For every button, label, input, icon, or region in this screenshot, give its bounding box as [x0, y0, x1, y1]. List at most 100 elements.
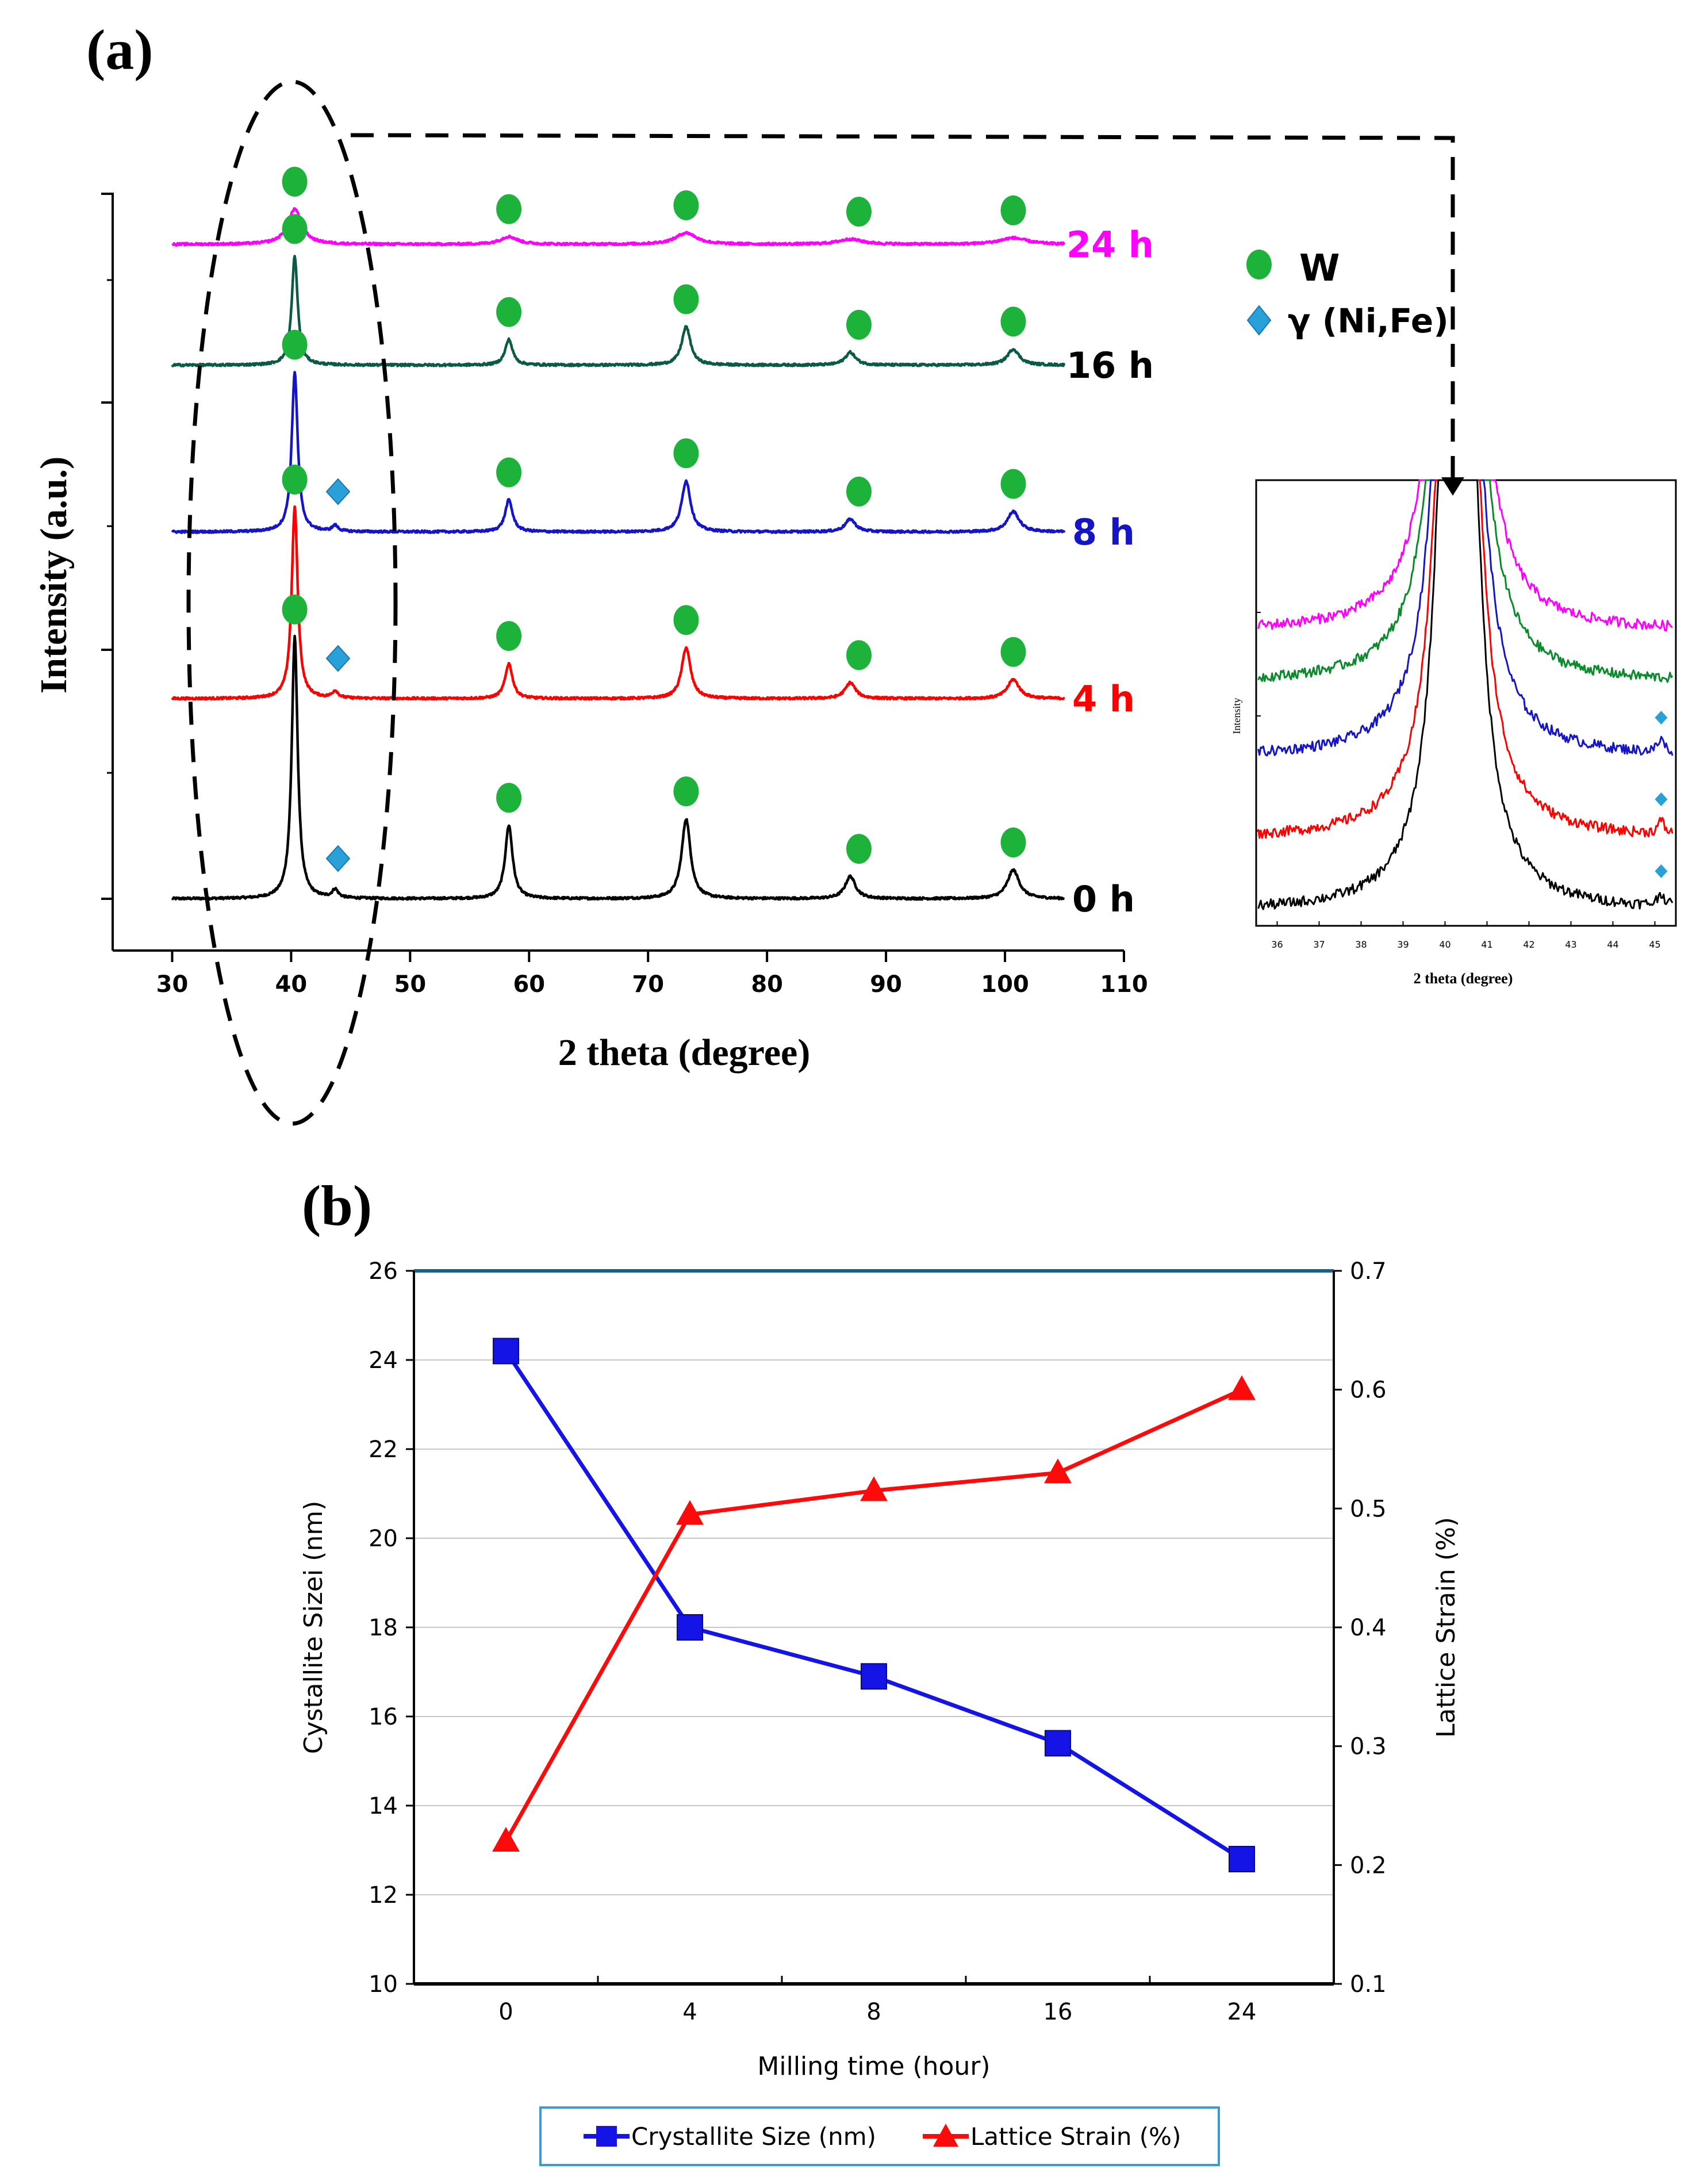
- inset-x-tick-label: 41: [1481, 939, 1492, 950]
- strain-line: [504, 1388, 1243, 1842]
- xrd-curve-4h: [171, 505, 1065, 701]
- b-left-tick-label: 24: [369, 1347, 398, 1374]
- w-peak-marker: [673, 776, 699, 807]
- b-left-tick-label: 20: [369, 1526, 398, 1552]
- inset-x-tick-label: 38: [1355, 939, 1367, 950]
- size-point: [493, 1338, 519, 1365]
- inset-y-axis-title: Intensity: [1231, 698, 1242, 734]
- inset-x-tick-label: 40: [1439, 939, 1450, 950]
- legend-gamma-label: γ (Ni,Fe): [1288, 301, 1449, 340]
- inset-frame: [1255, 479, 1677, 927]
- w-peak-marker: [496, 457, 522, 488]
- xrd-x-tick-label: 50: [394, 971, 427, 998]
- size-strain-chart: 10 12 14 16 18 20 22 24 26 0.1 0.2 0.3 0.4 0.5 0.6 0.7 0…: [299, 1258, 1461, 2166]
- w-peak-marker: [673, 605, 699, 635]
- xrd-curve-0h: [171, 634, 1065, 901]
- gamma-peak-marker: [325, 845, 351, 872]
- legend-gamma-marker: [1246, 305, 1272, 336]
- b-x-tick-label: 16: [1043, 1999, 1073, 2025]
- xrd-curve-16h: [171, 255, 1066, 367]
- w-peak-marker: [846, 640, 872, 670]
- xrd-curve-8h: [171, 370, 1066, 534]
- xrd-chart: 30 40 50 60 70 80 90 100 110 0 h 4 h 8 h 16 h 24 h 2…: [33, 79, 1464, 1126]
- strain-point: [1228, 1375, 1256, 1400]
- b-x-tick-label: 4: [682, 1999, 697, 2025]
- legend-size-label: Crystallite Size (nm): [631, 2122, 876, 2151]
- xrd-x-tick-label: 90: [870, 971, 902, 998]
- inset-x-tick-label: 37: [1313, 939, 1325, 950]
- xrd-x-tick-label: 100: [981, 971, 1029, 998]
- b-right-tick-label: 0.3: [1350, 1734, 1387, 1760]
- size-point: [677, 1614, 703, 1641]
- w-peak-marker: [846, 197, 872, 227]
- inset-gamma-marker: [1655, 792, 1668, 806]
- inset-x-tick-label: 42: [1523, 939, 1534, 950]
- inset-curve-0h: [1257, 479, 1674, 910]
- legend-size-marker: [596, 2126, 617, 2147]
- xrd-y-axis-title: Intensity (a.u.): [33, 457, 75, 694]
- size-point: [1229, 1846, 1255, 1872]
- zoom-connector-line: [350, 133, 1455, 480]
- b-left-tick-label: 10: [369, 1971, 398, 1998]
- w-peak-marker: [496, 297, 522, 327]
- inset-curve-24h: [1257, 479, 1673, 632]
- size-line: [504, 1350, 1243, 1861]
- zoom-connector-arrowhead: [1441, 477, 1464, 496]
- b-x-tick-label: 8: [866, 1999, 881, 2025]
- b-right-y-axis-title: Lattice Strain (%): [1432, 1517, 1461, 1738]
- size-point: [861, 1663, 887, 1690]
- legend-w-marker: [1246, 250, 1272, 279]
- b-right-tick-label: 0.2: [1350, 1852, 1387, 1879]
- b-right-tick-label: 0.6: [1350, 1377, 1387, 1404]
- series-label-4h: 4 h: [1072, 678, 1135, 720]
- size-point: [1045, 1730, 1071, 1757]
- w-peak-marker: [496, 783, 522, 813]
- b-left-tick-label: 12: [369, 1882, 398, 1909]
- panel-b-label: (b): [302, 1174, 372, 1237]
- strain-point: [860, 1476, 888, 1501]
- series-label-0h: 0 h: [1072, 878, 1135, 920]
- xrd-curve-24h: [171, 207, 1066, 247]
- inset-x-tick-label: 43: [1565, 939, 1576, 950]
- xrd-x-tick-label: 60: [513, 971, 545, 998]
- b-right-tick-label: 0.7: [1350, 1258, 1387, 1285]
- legend-strain-marker: [933, 2124, 958, 2147]
- b-legend-box: [539, 2106, 1220, 2166]
- inset-x-tick-label: 39: [1397, 939, 1409, 950]
- b-left-y-axis-title: Cystallite Sizei (nm): [299, 1501, 328, 1754]
- xrd-legend: W γ (Ni,Fe): [1246, 247, 1449, 340]
- b-left-tick-label: 18: [369, 1615, 398, 1641]
- zoom-region-ellipse: [186, 79, 398, 1126]
- inset-x-tick-label: 45: [1649, 939, 1660, 950]
- w-peak-marker: [282, 214, 308, 244]
- b-left-tick-label: 26: [369, 1258, 398, 1285]
- series-label-16h: 16 h: [1066, 344, 1154, 386]
- b-right-tick-label: 0.5: [1350, 1496, 1387, 1522]
- xrd-x-tick-label: 40: [275, 971, 308, 998]
- xrd-x-tick-label: 30: [156, 971, 189, 998]
- strain-point: [1044, 1458, 1072, 1484]
- w-peak-marker: [282, 465, 308, 495]
- w-peak-marker: [282, 329, 308, 360]
- inset-curve-16h: [1257, 479, 1674, 683]
- gamma-peak-marker: [325, 478, 351, 505]
- w-peak-marker: [846, 834, 872, 864]
- w-peak-marker: [496, 194, 522, 224]
- gamma-peak-marker: [325, 645, 351, 672]
- b-x-tick-label: 0: [498, 1999, 513, 2025]
- xrd-x-axis-title: 2 theta (degree): [558, 1032, 811, 1074]
- inset-gamma-marker: [1655, 864, 1668, 878]
- w-peak-marker: [1000, 469, 1026, 499]
- w-peak-marker: [1000, 637, 1026, 667]
- inset-curve-4h: [1257, 479, 1674, 839]
- b-left-tick-label: 22: [369, 1436, 398, 1463]
- w-peak-marker: [1000, 195, 1026, 225]
- xrd-x-tick-label: 110: [1100, 971, 1148, 998]
- b-right-tick-label: 0.1: [1350, 1971, 1387, 1998]
- b-left-tick-label: 16: [369, 1704, 398, 1730]
- w-peak-marker: [673, 438, 699, 469]
- xrd-x-tick-label: 70: [632, 971, 664, 998]
- w-peak-marker: [846, 309, 872, 340]
- w-peak-marker: [282, 594, 308, 624]
